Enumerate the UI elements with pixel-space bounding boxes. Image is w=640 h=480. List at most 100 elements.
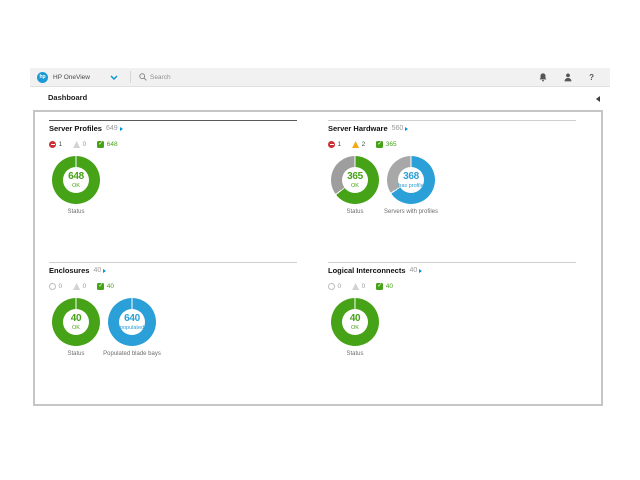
critical-icon — [328, 283, 335, 290]
panel-link-arrow-icon[interactable] — [103, 269, 107, 273]
dashboard-panel: Server Profiles 649 1 0 648 — [33, 110, 603, 406]
donut-sublabel: OK — [72, 324, 80, 331]
donut-label: Status — [346, 351, 364, 357]
donut-hole: 368 has profile — [398, 167, 424, 193]
critical-icon — [49, 283, 56, 290]
donut-value: 368 — [403, 170, 419, 182]
panel-count: 649 — [105, 125, 118, 132]
stat-ok[interactable]: 648 — [97, 141, 118, 148]
user-icon[interactable] — [564, 73, 572, 82]
donut-label: Servers with profiles — [383, 209, 439, 215]
donut-status: 365 OK Status — [329, 156, 381, 216]
critical-icon — [49, 141, 56, 148]
panel-enclosures: Enclosures 40 0 0 40 — [49, 262, 297, 394]
ok-check-icon — [97, 283, 105, 290]
search-box — [139, 73, 539, 81]
status-donut-chart[interactable]: 40 OK — [52, 298, 100, 346]
panel-link-arrow-icon[interactable] — [419, 269, 423, 273]
panel-count: 560 — [391, 125, 404, 132]
panel-title-link[interactable]: Logical Interconnects — [328, 266, 406, 275]
donut-sublabel: OK — [351, 324, 359, 331]
ok-check-icon — [97, 141, 105, 148]
warning-icon — [352, 141, 360, 148]
stat-warning[interactable]: 0 — [73, 141, 86, 148]
donut-sublabel: has profile — [398, 182, 424, 189]
warning-icon — [73, 283, 81, 290]
hp-oneview-app: hp HP OneView — [30, 68, 610, 412]
panel-server-profiles: Server Profiles 649 1 0 648 — [49, 120, 297, 252]
status-donut-chart[interactable]: 648 OK — [52, 156, 100, 204]
donut-servers-with-profiles: 368 has profile Servers with profiles — [383, 156, 439, 216]
header-divider — [129, 71, 131, 83]
panel-title-link[interactable]: Server Profiles — [49, 124, 102, 133]
panel-title-link[interactable]: Enclosures — [49, 266, 90, 275]
panel-header: Server Profiles 649 — [49, 125, 297, 133]
panel-header: Enclosures 40 — [49, 267, 297, 275]
donut-hole: 640 populated — [119, 309, 145, 335]
warning-icon — [73, 141, 81, 148]
donut-value: 40 — [349, 312, 361, 324]
stat-ok[interactable]: 40 — [97, 283, 114, 290]
header-actions: ? — [539, 73, 594, 82]
donut-row: 40 OK Status — [329, 298, 576, 358]
donut-value: 648 — [68, 170, 84, 182]
notifications-bell-icon[interactable] — [539, 72, 547, 82]
panel-header: Server Hardware 560 — [328, 125, 576, 133]
status-summary: 1 0 648 — [49, 141, 297, 148]
donut-sublabel: OK — [72, 182, 80, 189]
donut-row: 40 OK Status 640 populated Populated bla… — [50, 298, 297, 358]
search-icon — [139, 73, 147, 81]
stat-critical[interactable]: 1 — [328, 141, 341, 148]
stat-warning[interactable]: 0 — [352, 283, 365, 290]
donut-label: Status — [67, 351, 85, 357]
hp-logo-text: hp — [39, 73, 46, 80]
stat-critical[interactable]: 0 — [49, 283, 62, 290]
critical-icon — [328, 141, 335, 148]
panel-logical-interconnects: Logical Interconnects 40 0 0 40 — [328, 262, 576, 394]
donut-hole: 40 OK — [342, 309, 368, 335]
donut-value: 640 — [124, 312, 140, 324]
ok-check-icon — [376, 283, 384, 290]
stat-ok[interactable]: 40 — [376, 283, 393, 290]
donut-populated-bays: 640 populated Populated blade bays — [103, 298, 161, 358]
brand-label[interactable]: HP OneView — [53, 73, 90, 81]
search-input[interactable] — [149, 73, 290, 81]
donut-hole: 365 OK — [342, 167, 368, 193]
panel-count: 40 — [93, 267, 102, 274]
donut-value: 40 — [70, 312, 82, 324]
stat-critical[interactable]: 1 — [49, 141, 62, 148]
page-bar: Dashboard — [30, 88, 610, 109]
donut-label: Status — [67, 209, 85, 215]
panel-title-link[interactable]: Server Hardware — [328, 124, 388, 133]
donut-status: 40 OK Status — [329, 298, 381, 358]
stat-critical[interactable]: 0 — [328, 283, 341, 290]
donut-hole: 648 OK — [63, 167, 89, 193]
warning-icon — [352, 283, 360, 290]
donut-hole: 40 OK — [63, 309, 89, 335]
donut-label: Status — [346, 209, 364, 215]
panel-link-arrow-icon[interactable] — [405, 127, 409, 131]
status-summary: 0 0 40 — [328, 283, 576, 290]
help-icon[interactable]: ? — [589, 72, 594, 82]
panel-count: 40 — [409, 267, 418, 274]
top-bar: hp HP OneView — [30, 68, 610, 87]
stat-warning[interactable]: 0 — [73, 283, 86, 290]
donut-row: 365 OK Status 368 has profile Servers wi… — [329, 156, 576, 216]
status-donut-chart[interactable]: 365 OK — [331, 156, 379, 204]
profiles-donut-chart[interactable]: 368 has profile — [387, 156, 435, 204]
status-summary: 0 0 40 — [49, 283, 297, 290]
donut-status: 40 OK Status — [50, 298, 102, 358]
donut-status: 648 OK Status — [50, 156, 102, 216]
panel-header: Logical Interconnects 40 — [328, 267, 576, 275]
collapse-arrow-icon[interactable] — [596, 96, 600, 102]
donut-value: 365 — [347, 170, 363, 182]
ok-check-icon — [376, 141, 384, 148]
populated-bays-donut-chart[interactable]: 640 populated — [108, 298, 156, 346]
status-donut-chart[interactable]: 40 OK — [331, 298, 379, 346]
donut-sublabel: populated — [119, 324, 145, 331]
page-title: Dashboard — [48, 93, 88, 102]
stat-warning[interactable]: 2 — [352, 141, 365, 148]
stat-ok[interactable]: 365 — [376, 141, 397, 148]
chevron-down-icon[interactable] — [110, 75, 118, 80]
panel-link-arrow-icon[interactable] — [119, 127, 123, 131]
